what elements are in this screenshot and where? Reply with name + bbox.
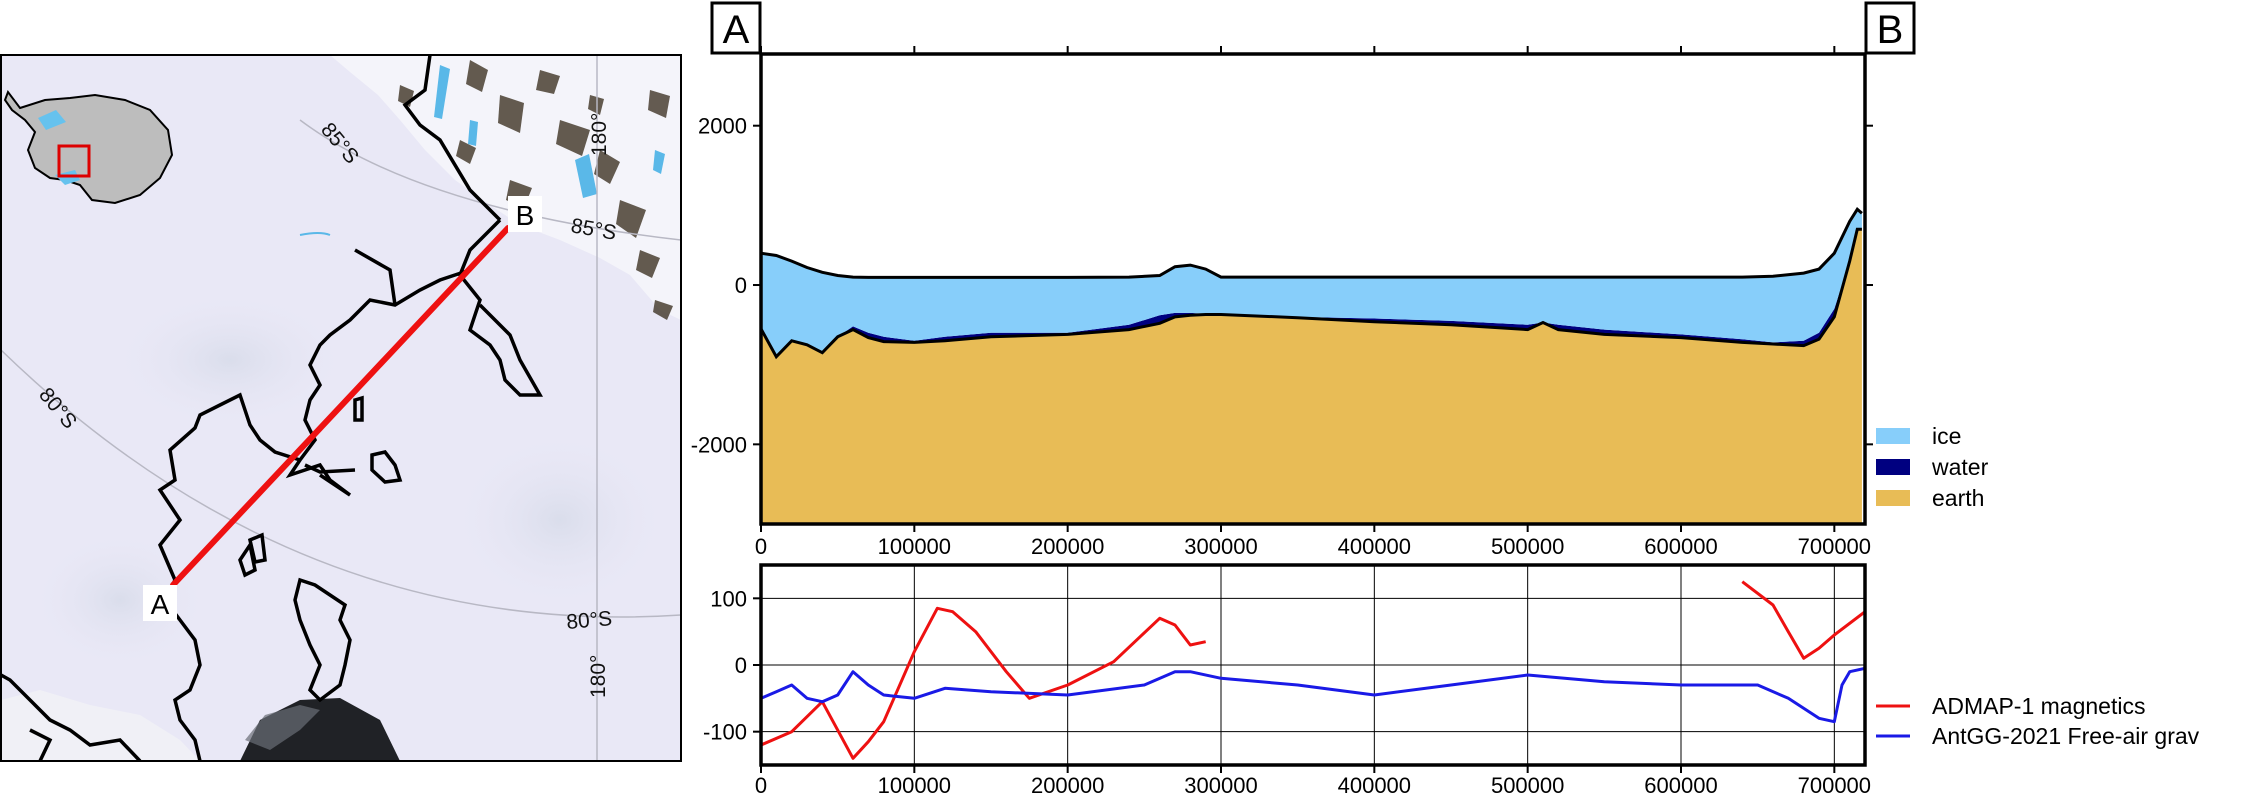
line-series	[761, 580, 1865, 760]
y-tick-label: 0	[735, 653, 747, 678]
start-label: A	[723, 8, 750, 52]
melt-streak	[299, 232, 331, 236]
cross-section-panel: 0 100000 200000 300000 400000 500000 600000 700…	[691, 1, 1989, 559]
legend-label-water: water	[1931, 454, 1989, 480]
section-frame	[759, 52, 1867, 526]
x-tick-label: 300000	[1184, 534, 1257, 559]
graticule-label: 180°	[587, 655, 610, 698]
legend-label-1: AntGG-2021 Free-air grav	[1932, 723, 2200, 749]
coastline	[1, 55, 544, 761]
xaxis-ticks: 0 100000 200000 300000 400000 500000 600000 700…	[755, 765, 1871, 796]
x-tick-label: 0	[755, 773, 767, 796]
graticule-label: 80°S	[565, 607, 613, 634]
xaxis-top-ticks: 0 100000 200000 300000 400000 500000 600000 700…	[755, 46, 1871, 559]
y-tick-label: 100	[710, 586, 747, 611]
legend-label-ice: ice	[1932, 423, 1961, 449]
series-line-0	[761, 606, 1207, 760]
y-tick-label: -100	[703, 720, 747, 745]
start-label-box	[710, 1, 762, 55]
legend-swatch-water	[1876, 459, 1910, 475]
label-a: A	[151, 589, 170, 620]
yaxis-ticks: 2000 0 -2000	[691, 114, 1873, 457]
x-tick-label: 100000	[878, 534, 951, 559]
line-legend: ADMAP-1 magnetics AntGG-2021 Free-air gra…	[1876, 693, 2200, 749]
series-line-1	[761, 666, 1865, 724]
x-tick-label: 400000	[1338, 773, 1411, 796]
profile-line-a-b	[170, 225, 511, 588]
x-tick-label: 500000	[1491, 773, 1564, 796]
graticule-label: 180°	[588, 113, 611, 156]
map-panel: 85°S 85°S 180° 80°S 80°S 180° A B	[0, 54, 682, 762]
ice-texture	[110, 290, 350, 430]
x-tick-label: 300000	[1184, 773, 1257, 796]
section-legend: ice water earth	[1876, 423, 1989, 511]
y-tick-label: 0	[735, 273, 747, 298]
label-a-box	[143, 585, 177, 621]
legend-label-0: ADMAP-1 magnetics	[1932, 693, 2145, 719]
legend-label-earth: earth	[1932, 485, 1984, 511]
ice-layer	[761, 209, 1862, 357]
yaxis-ticks: 100 0 -100	[703, 586, 761, 745]
land-bottom-left	[1, 690, 200, 761]
legend-swatch-ice	[1876, 428, 1910, 444]
label-b: B	[516, 200, 535, 231]
ice-texture	[30, 530, 210, 670]
x-tick-label: 700000	[1798, 534, 1871, 559]
x-tick-label: 100000	[878, 773, 951, 796]
sea-ice	[245, 705, 320, 750]
x-tick-label: 0	[755, 534, 767, 559]
x-tick-label: 600000	[1644, 534, 1717, 559]
ice-texture	[450, 430, 670, 610]
bed-line	[761, 227, 1862, 360]
rock-outcrops	[398, 60, 673, 320]
x-tick-label: 200000	[1031, 773, 1104, 796]
end-label-box	[1864, 1, 1916, 55]
label-b-box	[508, 196, 542, 232]
x-tick-label: 700000	[1798, 773, 1871, 796]
geophysics-line-panel: 0 100000 200000 300000 400000 500000 600000 700…	[703, 563, 2200, 796]
earth-layer	[761, 229, 1862, 524]
line-grid	[760, 565, 1865, 765]
surface-line	[761, 207, 1863, 279]
y-tick-label: -2000	[691, 432, 747, 457]
x-tick-label: 500000	[1491, 534, 1564, 559]
inset-location-box	[57, 144, 91, 178]
y-tick-label: 2000	[698, 114, 747, 139]
end-label: B	[1877, 8, 1904, 52]
graticule-80s	[1, 349, 681, 618]
x-tick-label: 200000	[1031, 534, 1104, 559]
series-line-0	[1741, 580, 1865, 660]
inset-ice-shelf	[38, 110, 66, 130]
x-tick-label: 600000	[1644, 773, 1717, 796]
melt-ponds	[434, 65, 665, 198]
antarctica-inset	[3, 89, 174, 205]
legend-swatch-earth	[1876, 490, 1910, 506]
line-frame	[759, 563, 1867, 767]
x-tick-label: 400000	[1338, 534, 1411, 559]
graticule-85s	[299, 119, 681, 241]
map-frame	[0, 54, 682, 762]
